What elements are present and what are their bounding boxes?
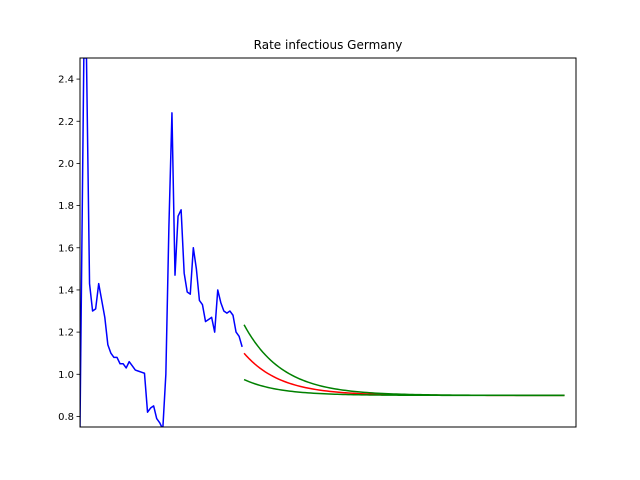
y-tick-label: 1.4	[58, 285, 74, 296]
series-line-1	[80, 58, 243, 427]
y-tick-label: 1.8	[58, 201, 74, 212]
y-tick-label: 0.8	[58, 412, 74, 423]
chart-title: Rate infectious Germany	[254, 38, 403, 52]
y-tick-label: 1.6	[58, 243, 74, 254]
y-tick-label: 1.2	[58, 328, 74, 339]
y-tick-label: 1.0	[58, 370, 74, 381]
plot-area	[80, 58, 565, 427]
plot-frame	[79, 57, 577, 428]
y-axis: 0.8 1.0 1.2 1.4 1.6 1.8 2.0 2.2 2.4	[58, 75, 80, 423]
y-tick-label: 2.2	[58, 117, 74, 128]
y-tick-label: 2.4	[58, 75, 74, 86]
y-tick-label: 2.0	[58, 159, 74, 170]
series-line-4	[243, 378, 565, 397]
